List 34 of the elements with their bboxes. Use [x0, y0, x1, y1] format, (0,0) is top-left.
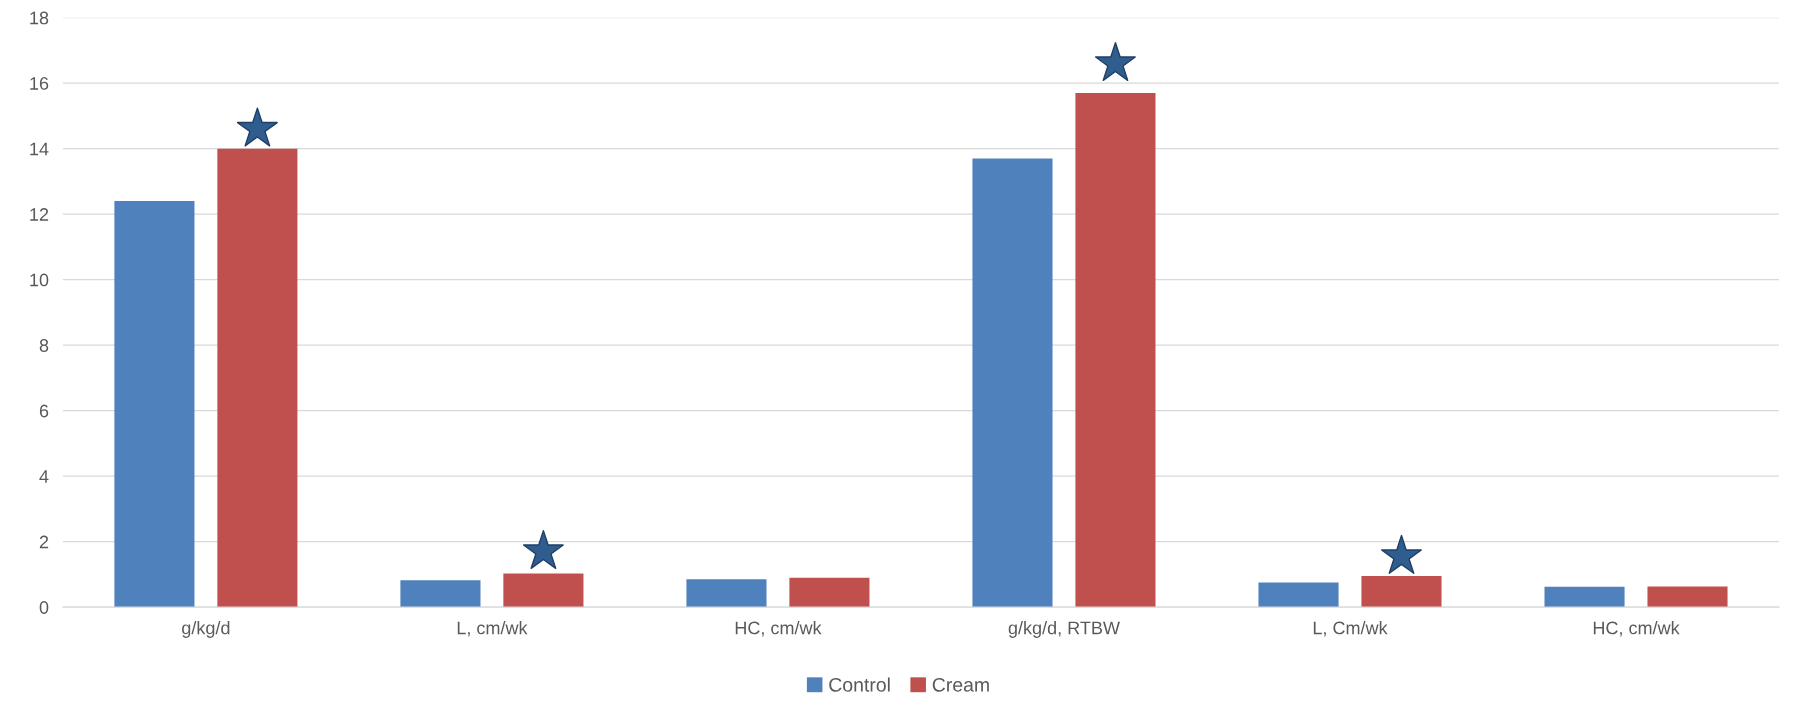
- y-tick-label: 0: [39, 601, 49, 614]
- bar: [217, 148, 298, 608]
- bar: [1361, 576, 1442, 608]
- x-tick-label: HC, cm/wk: [1593, 621, 1680, 637]
- y-tick-label: 6: [39, 404, 49, 418]
- y-tick-label: 4: [39, 470, 49, 483]
- point: [522, 529, 564, 570]
- y-tick-label: 10: [30, 273, 49, 287]
- point: [236, 107, 278, 147]
- y-tick-label: 16: [30, 77, 49, 90]
- bar: [1258, 582, 1339, 608]
- x-tick-label: L, Cm/wk: [1313, 621, 1388, 637]
- point: [1094, 41, 1136, 82]
- bar: [114, 201, 195, 608]
- bar: [503, 573, 584, 608]
- bar: [400, 580, 481, 608]
- bar: [1075, 92, 1156, 608]
- y-tick-label: 12: [30, 208, 49, 221]
- y-tick-label: 18: [30, 11, 49, 25]
- x-tick-label: g/kg/d: [182, 621, 230, 638]
- bar: [1647, 586, 1728, 608]
- bar: [1544, 586, 1625, 608]
- x-tick-label: g/kg/d, RTBW: [1008, 621, 1120, 638]
- bar: [789, 577, 870, 608]
- x-tick-label: L, cm/wk: [457, 621, 528, 637]
- legend-label: Cream: [932, 677, 989, 692]
- y-tick-label: 14: [30, 142, 49, 156]
- x-tick-label: HC, cm/wk: [735, 621, 822, 637]
- bar: [972, 158, 1053, 608]
- legend-label: Control: [829, 677, 890, 692]
- y-tick-label: 8: [39, 339, 49, 352]
- point: [1380, 534, 1422, 574]
- bar: [686, 579, 767, 608]
- y-tick-label: 2: [39, 535, 49, 549]
